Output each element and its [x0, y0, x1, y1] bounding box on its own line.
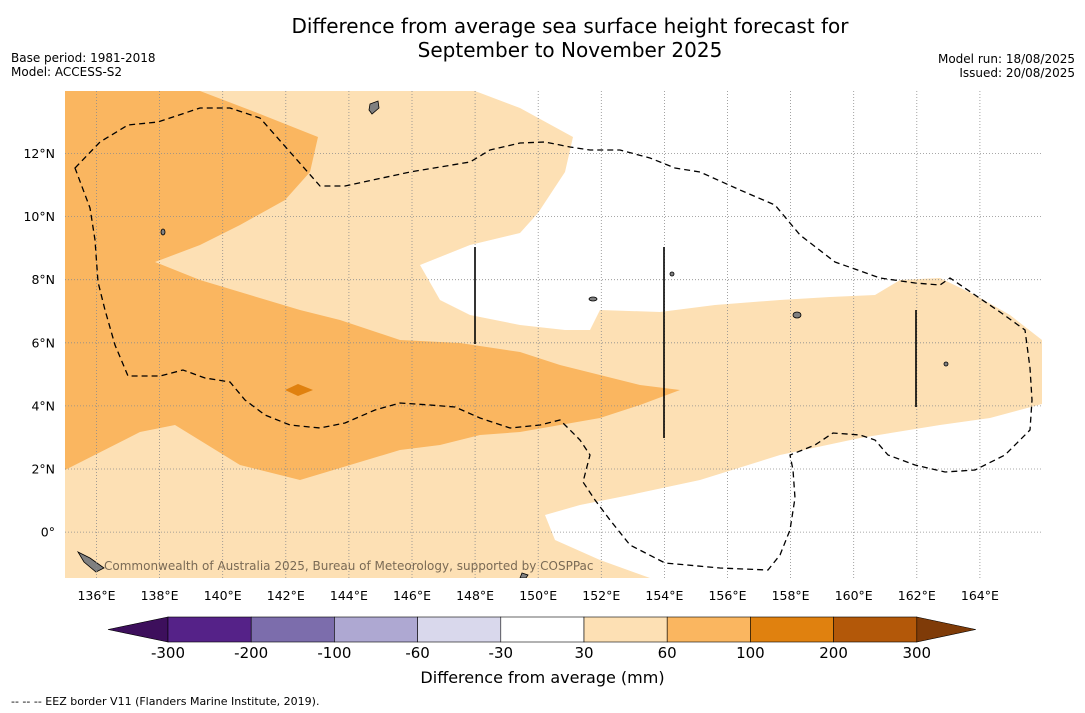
island: [160, 228, 166, 236]
title-line-2: September to November 2025: [417, 38, 723, 62]
longitude-tick-label: 160°E: [835, 588, 873, 603]
meta-right: Model run: 18/08/2025 Issued: 20/08/2025: [938, 52, 1075, 80]
colorbar-segment: [250, 616, 335, 643]
colorbar-segment: [833, 616, 918, 643]
latitude-tick-label: 12°N: [23, 146, 55, 161]
colorbar-segment: [500, 616, 585, 643]
longitude-tick-label: 154°E: [645, 588, 683, 603]
colorbar: -300 -200 -100 -60 -30 30 60 100 200 300: [107, 616, 976, 662]
latitude-tick-label: 2°N: [31, 462, 55, 477]
longitude-tick-label: 148°E: [456, 588, 494, 603]
colorbar-segment: [750, 616, 834, 643]
latitude-tick-label: 10°N: [23, 209, 55, 224]
colorbar-tick-label: 200: [819, 644, 848, 662]
latitude-tick-label: 0°: [41, 525, 55, 540]
island: [368, 100, 380, 115]
colorbar-tick-label: -100: [317, 644, 351, 662]
anomaly-region-medium-north: [65, 91, 680, 480]
island: [792, 311, 802, 319]
colorbar-tick-label: 30: [574, 644, 593, 662]
colorbar-label: Difference from average (mm): [420, 668, 665, 687]
colorbar-arrow-high: [916, 616, 976, 643]
latitude-tick-label: 6°N: [31, 335, 55, 350]
eez-border: [74, 107, 1033, 571]
eez-legend-note: -- -- -- EEZ border V11 (Flanders Marine…: [11, 695, 320, 708]
issued-date: Issued: 20/08/2025: [959, 66, 1075, 80]
longitude-labels: 136°E 138°E 140°E 142°E 144°E 146°E 148°E 150°E…: [77, 588, 999, 603]
colorbar-tick-label: 300: [902, 644, 931, 662]
map-area: Commonwealth of Australia 2025, Bureau o…: [65, 91, 1042, 578]
colorbar-tick-label: -300: [151, 644, 185, 662]
latitude-labels: 12°N 10°N 8°N 6°N 4°N 2°N 0°: [23, 146, 55, 540]
map-title: Difference from average sea surface heig…: [0, 14, 1085, 62]
longitude-tick-label: 138°E: [141, 588, 179, 603]
title-line-1: Difference from average sea surface heig…: [291, 14, 849, 38]
colorbar-tick-label: -30: [489, 644, 514, 662]
longitude-tick-label: 150°E: [519, 588, 557, 603]
island: [76, 551, 105, 573]
colorbar-segment: [417, 616, 502, 643]
model-run: Model run: 18/08/2025: [937, 52, 1075, 66]
base-period: Base period: 1981-2018: [11, 51, 156, 65]
longitude-tick-label: 156°E: [708, 588, 746, 603]
longitude-tick-label: 140°E: [204, 588, 242, 603]
meta-left: Base period: 1981-2018 Model: ACCESS-S2: [11, 51, 156, 79]
longitude-tick-label: 152°E: [582, 588, 620, 603]
colorbar-segment: [334, 616, 418, 643]
colorbar-segment: [583, 616, 668, 643]
colorbar-tick-label: -60: [405, 644, 430, 662]
longitude-tick-label: 144°E: [330, 588, 368, 603]
longitude-tick-label: 158°E: [772, 588, 810, 603]
latitude-tick-label: 8°N: [31, 272, 55, 287]
colorbar-segment: [666, 616, 751, 643]
anomaly-region-strong: [285, 384, 313, 396]
colorbar-segment: [167, 616, 252, 643]
longitude-tick-label: 164°E: [961, 588, 999, 603]
island: [519, 572, 529, 578]
colorbar-tick-label: 60: [658, 644, 677, 662]
longitude-tick-label: 142°E: [267, 588, 305, 603]
island: [669, 271, 675, 277]
longitude-tick-label: 146°E: [393, 588, 431, 603]
island: [943, 361, 949, 367]
graticule: [65, 91, 1042, 578]
colorbar-tick-label: -200: [234, 644, 268, 662]
island: [588, 296, 598, 302]
longitude-tick-label: 136°E: [77, 588, 115, 603]
longitude-tick-label: 162°E: [898, 588, 936, 603]
model-name: Model: ACCESS-S2: [11, 65, 123, 79]
latitude-tick-label: 4°N: [31, 398, 55, 413]
map-credit: Commonwealth of Australia 2025, Bureau o…: [104, 559, 594, 573]
colorbar-tick-label: 100: [736, 644, 765, 662]
colorbar-arrow-low: [107, 616, 169, 643]
